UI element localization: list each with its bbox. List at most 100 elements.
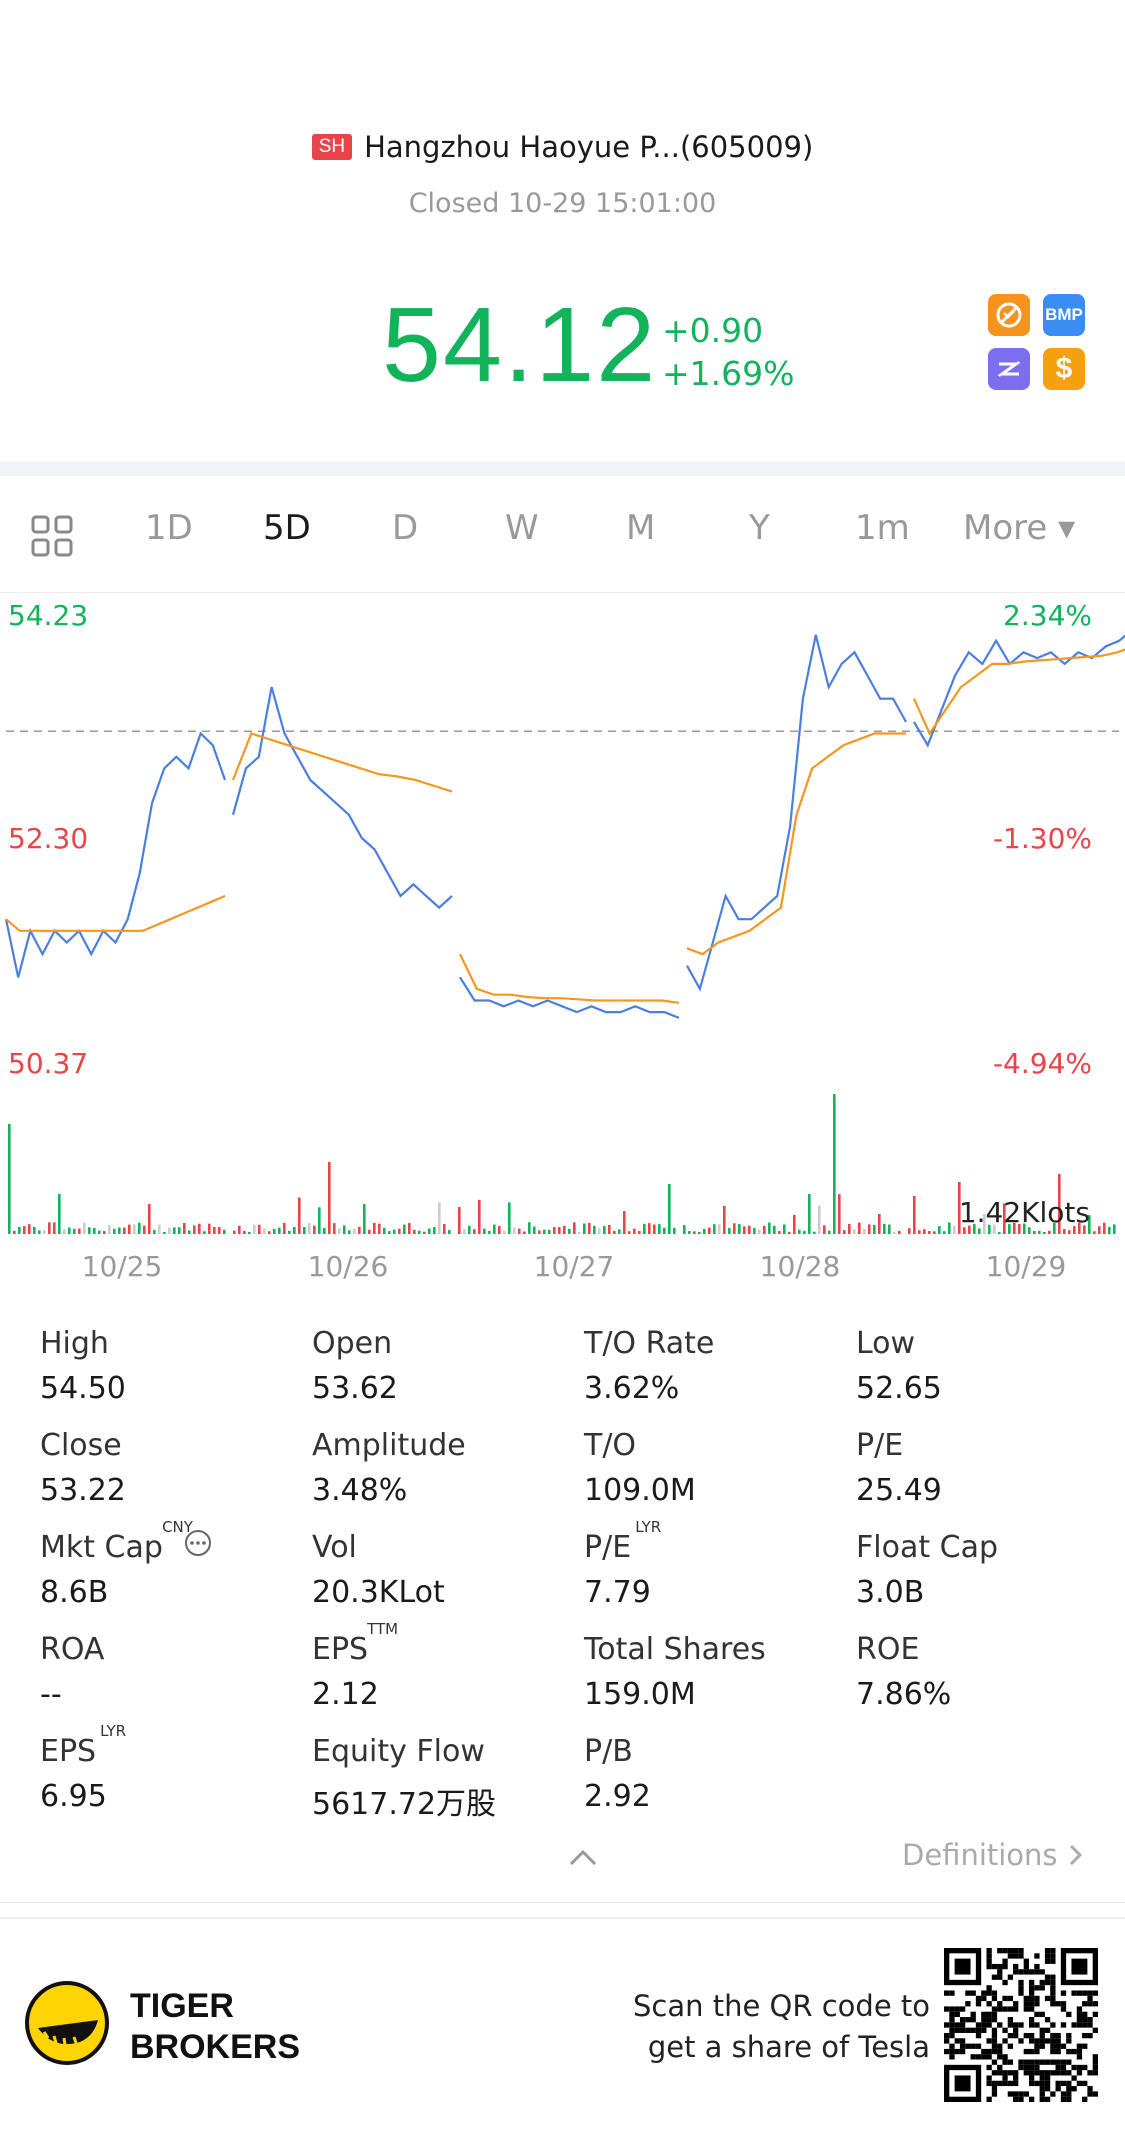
avg-line-day-2 xyxy=(231,732,453,793)
chevron-up-icon[interactable] xyxy=(566,1846,600,1874)
y-pct-mid: -1.30% xyxy=(993,822,1092,855)
market-status: Closed 10-29 15:01:00 xyxy=(408,188,717,219)
volume-bar xyxy=(1018,1224,1021,1234)
volume-bar xyxy=(238,1225,241,1234)
stat-value: 3.62% xyxy=(584,1371,680,1406)
stat-label: EPS LYR xyxy=(40,1722,126,1769)
volume-bar xyxy=(223,1229,226,1234)
volume-bar xyxy=(1028,1227,1031,1234)
volume-bar xyxy=(973,1224,976,1234)
volume-bar xyxy=(563,1225,566,1234)
volume-bar xyxy=(943,1231,946,1234)
stat-label: Close xyxy=(40,1428,122,1463)
volume-bar xyxy=(558,1227,561,1234)
stat-roa: ROA -- xyxy=(40,1632,300,1712)
stat-value: 159.0M xyxy=(584,1677,696,1712)
volume-bar xyxy=(163,1231,166,1234)
volume-bar xyxy=(1008,1224,1011,1234)
volume-bar xyxy=(688,1231,691,1234)
price-line-day-2 xyxy=(231,686,453,910)
volume-bar xyxy=(343,1225,346,1234)
definitions-link[interactable]: Definitions xyxy=(902,1838,1085,1872)
volume-bar xyxy=(483,1228,486,1234)
volume-bar xyxy=(258,1224,261,1234)
volume-bar xyxy=(523,1231,526,1234)
volume-bar xyxy=(1098,1226,1101,1234)
volume-bar xyxy=(63,1229,66,1234)
volume-bar xyxy=(933,1231,936,1234)
stat-value: 20.3KLot xyxy=(312,1575,445,1610)
volume-bar xyxy=(693,1231,696,1234)
volume-bar xyxy=(788,1231,791,1234)
qr-code[interactable] xyxy=(944,1948,1098,2102)
volume-bar xyxy=(403,1224,406,1234)
volume-bar xyxy=(468,1225,471,1234)
qr-caption-line-1: Scan the QR code to xyxy=(633,1989,930,2023)
volume-bar xyxy=(883,1223,886,1234)
volume-bar xyxy=(208,1223,211,1234)
volume-bar xyxy=(83,1222,86,1234)
zz-icon[interactable] xyxy=(988,348,1030,390)
volume-bar xyxy=(1003,1203,1006,1234)
tab-day[interactable]: D xyxy=(392,508,419,548)
volume-bar xyxy=(663,1227,666,1234)
avg-line-day-1 xyxy=(5,894,226,932)
volume-bar xyxy=(958,1182,961,1234)
volume-bar xyxy=(828,1230,831,1234)
period-tabs: 1D 5D D W M Y 1m More ▾ xyxy=(0,508,1125,568)
dollar-icon[interactable]: $ xyxy=(1043,348,1085,390)
stat-label: Total Shares xyxy=(584,1632,766,1667)
price-line-day-5 xyxy=(913,634,1125,748)
stat-superscript: LYR xyxy=(635,1518,662,1536)
volume-bar xyxy=(218,1227,221,1234)
tab-1d[interactable]: 1D xyxy=(145,508,193,548)
volume-bar xyxy=(963,1227,966,1234)
tab-month[interactable]: M xyxy=(626,508,656,548)
volume-bar xyxy=(783,1224,786,1234)
stat-value: 8.6B xyxy=(40,1575,109,1610)
stat-label: T/O xyxy=(584,1428,636,1463)
volume-bar xyxy=(368,1229,371,1234)
tab-week[interactable]: W xyxy=(505,508,539,548)
avg-line-day-3 xyxy=(459,953,680,1004)
stat-value: 7.86% xyxy=(856,1677,952,1712)
stat-eps-lyr: EPS LYR 6.95 xyxy=(40,1722,300,1814)
grid-icon[interactable] xyxy=(30,514,74,567)
volume-bar xyxy=(923,1229,926,1234)
volume-bar xyxy=(278,1227,281,1234)
volume-bar xyxy=(638,1231,641,1234)
stat-value: 53.62 xyxy=(312,1371,398,1406)
volume-bar xyxy=(273,1229,276,1234)
volume-bar xyxy=(733,1223,736,1234)
more-options-icon[interactable] xyxy=(183,1528,213,1558)
volume-bar xyxy=(813,1231,816,1234)
tab-1m[interactable]: 1m xyxy=(855,508,910,548)
stat-label: Open xyxy=(312,1326,392,1361)
volume-bar xyxy=(993,1224,996,1234)
volume-bar xyxy=(728,1228,731,1234)
volume-bar xyxy=(18,1226,21,1234)
stat-label-text: Open xyxy=(312,1326,393,1361)
stat-amplitude: Amplitude 3.48% xyxy=(312,1428,572,1508)
volume-bar xyxy=(473,1229,476,1234)
volume-bar xyxy=(508,1202,511,1234)
stat-label-text: EPS xyxy=(40,1734,97,1769)
tab-more[interactable]: More ▾ xyxy=(963,508,1076,548)
volume-bar xyxy=(378,1223,381,1234)
volume-bar xyxy=(598,1228,601,1234)
tab-5d[interactable]: 5D xyxy=(263,508,311,548)
volume-bar xyxy=(713,1224,716,1234)
tab-year[interactable]: Y xyxy=(749,508,770,548)
volume-bar xyxy=(353,1228,356,1234)
last-price: 54.12 xyxy=(382,286,658,404)
price-chart[interactable]: 54.23 52.30 50.37 2.34% -1.30% -4.94% 1.… xyxy=(0,594,1125,1294)
volume-bar xyxy=(893,1231,896,1234)
market-badge: SH xyxy=(311,134,353,160)
qr-caption: Scan the QR code to get a share of Tesla xyxy=(600,1986,930,2067)
bmp-icon[interactable]: BMP xyxy=(1043,294,1085,336)
no-short-icon[interactable] xyxy=(988,294,1030,336)
volume-bar xyxy=(383,1227,386,1234)
volume-bar xyxy=(183,1223,186,1234)
stat-label-text: Float Cap xyxy=(856,1530,999,1565)
volume-bar xyxy=(333,1223,336,1234)
